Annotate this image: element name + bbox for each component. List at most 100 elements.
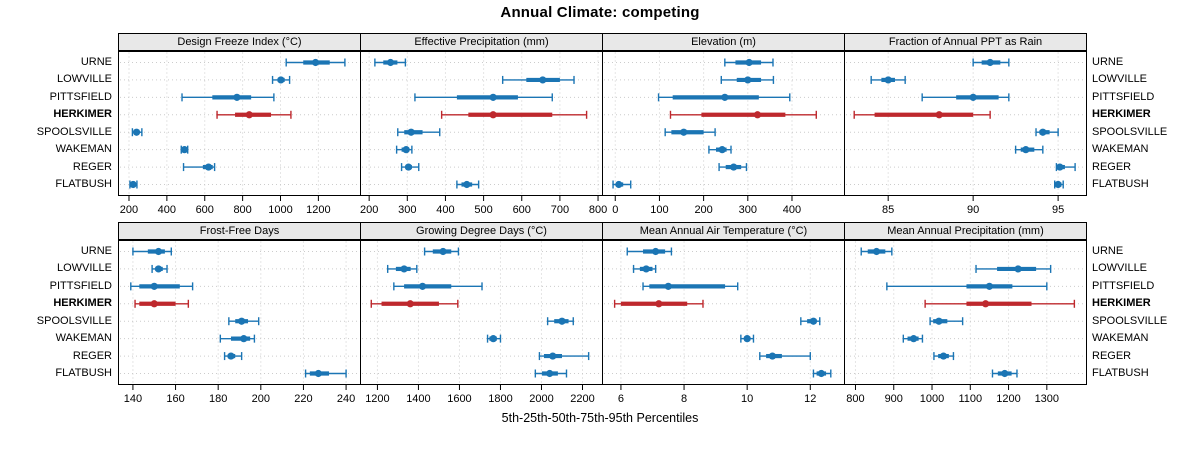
axis-tick-label: 900 (885, 393, 903, 405)
city-label-herkimer: HERKIMER (53, 108, 112, 121)
axis-tick-label: 700 (551, 204, 569, 216)
percentile-row-pittsfield (414, 93, 553, 102)
median-dot (652, 247, 660, 256)
city-label-wakeman: WAKEMAN (1092, 332, 1149, 345)
median-dot (745, 58, 753, 67)
panel-strip: Design Freeze Index (°C) (118, 33, 361, 51)
median-dot (935, 317, 943, 325)
percentile-row-spoolsville (228, 317, 260, 326)
city-label-flatbush: FLATBUSH (55, 178, 112, 190)
median-dot (872, 247, 881, 256)
axis-tick-label: 1600 (447, 393, 471, 405)
axis-tick-label: 1200 (306, 204, 330, 216)
percentile-row-lowville (386, 264, 418, 273)
panel-plot (602, 240, 845, 385)
percentile-row-herkimer (613, 299, 704, 308)
percentile-row-urne (132, 247, 172, 256)
city-label-herkimer: HERKIMER (53, 297, 112, 310)
panel-strip: Mean Annual Air Temperature (°C) (602, 222, 845, 240)
axis-tick-label: 800 (233, 204, 251, 216)
median-dot (386, 58, 395, 67)
percentile-row-herkimer (924, 299, 1076, 308)
median-dot (240, 335, 248, 343)
median-dot (204, 163, 213, 171)
percentile-row-wakeman (740, 334, 755, 343)
city-label-reger: REGER (1092, 160, 1132, 173)
percentile-row-spoolsville (800, 317, 821, 326)
percentile-row-spoolsville (397, 128, 441, 137)
median-dot (985, 282, 994, 290)
axis-tick-label: 800 (589, 204, 607, 216)
percentile-row-herkimer (216, 110, 292, 119)
percentile-row-spoolsville (131, 128, 143, 137)
x-axis: 800 900 1000 1100 1200 1300 (846, 385, 1059, 405)
median-dot (154, 247, 163, 256)
axis-tick-label: 200 (360, 204, 378, 216)
city-label-reger: REGER (72, 160, 112, 173)
median-dot (404, 163, 413, 171)
median-dot (132, 128, 141, 136)
city-label-spoolsville: SPOOLSVILLE (1092, 125, 1168, 138)
percentile-row-flatbush (612, 180, 632, 189)
panel-plot (844, 51, 1087, 196)
x-axis: 200 400 600 800 1000 1200 (120, 196, 331, 216)
median-dot (558, 317, 566, 325)
city-label-reger: REGER (1092, 349, 1132, 362)
median-dot (1039, 128, 1047, 136)
panel-plot (118, 240, 361, 385)
x-axis: 85 90 95 (882, 196, 1064, 216)
percentile-row-urne (285, 58, 346, 67)
axis-tick-label: 1000 (920, 393, 944, 405)
percentile-row-urne (374, 58, 407, 67)
median-dot (406, 300, 414, 308)
percentile-row-herkimer (134, 299, 190, 308)
percentile-row-flatbush (534, 369, 568, 378)
median-dot (489, 111, 497, 119)
axis-tick-label: 220 (294, 393, 312, 405)
panel-plot (602, 51, 845, 196)
axis-tick-label: 1000 (268, 204, 292, 216)
percentile-row-flatbush (129, 180, 138, 189)
median-dot (227, 352, 235, 360)
median-dot (539, 76, 547, 84)
city-label-reger: REGER (72, 349, 112, 362)
percentile-row-urne (724, 58, 774, 67)
axis-tick-label: 85 (882, 204, 894, 216)
axis-tick-label: 200 (120, 204, 138, 216)
percentile-row-wakeman (219, 334, 256, 343)
median-dot (884, 76, 892, 84)
axis-tick-label: 90 (967, 204, 979, 216)
median-dot (1056, 163, 1064, 171)
median-dot (400, 265, 408, 273)
median-dot (233, 93, 241, 101)
median-dot (1022, 146, 1030, 154)
percentile-row-pittsfield (130, 282, 194, 291)
median-dot (439, 247, 447, 256)
city-label-wakeman: WAKEMAN (55, 332, 112, 345)
percentile-row-spoolsville (929, 317, 964, 326)
percentile-row-urne (860, 247, 893, 256)
percentile-row-herkimer (370, 299, 459, 308)
percentile-row-urne (972, 58, 1010, 67)
x-axis: 0 100 200 300 400 (612, 196, 801, 216)
axis-tick-label: 1200 (365, 393, 389, 405)
percentile-row-wakeman (486, 334, 502, 343)
median-dot (664, 282, 672, 290)
percentile-row-spoolsville (664, 128, 716, 137)
percentile-row-pittsfield (393, 282, 483, 291)
panel-strip: Fraction of Annual PPT as Rain (844, 33, 1087, 51)
panel-plot (118, 51, 361, 196)
panel-plot (844, 240, 1087, 385)
percentile-row-reger (933, 352, 955, 361)
percentile-row-pittsfield (921, 93, 1010, 102)
axis-tick-label: 600 (196, 204, 214, 216)
axis-tick-label: 12 (804, 393, 816, 405)
median-dot (463, 180, 471, 189)
percentile-row-urne (423, 247, 460, 256)
axis-tick-label: 95 (1052, 204, 1064, 216)
median-dot (730, 163, 738, 171)
percentile-row-reger (1055, 163, 1076, 172)
city-label-pittsfield: PITTSFIELD (49, 279, 112, 292)
median-dot (680, 128, 688, 136)
percentile-row-spoolsville (546, 317, 574, 326)
